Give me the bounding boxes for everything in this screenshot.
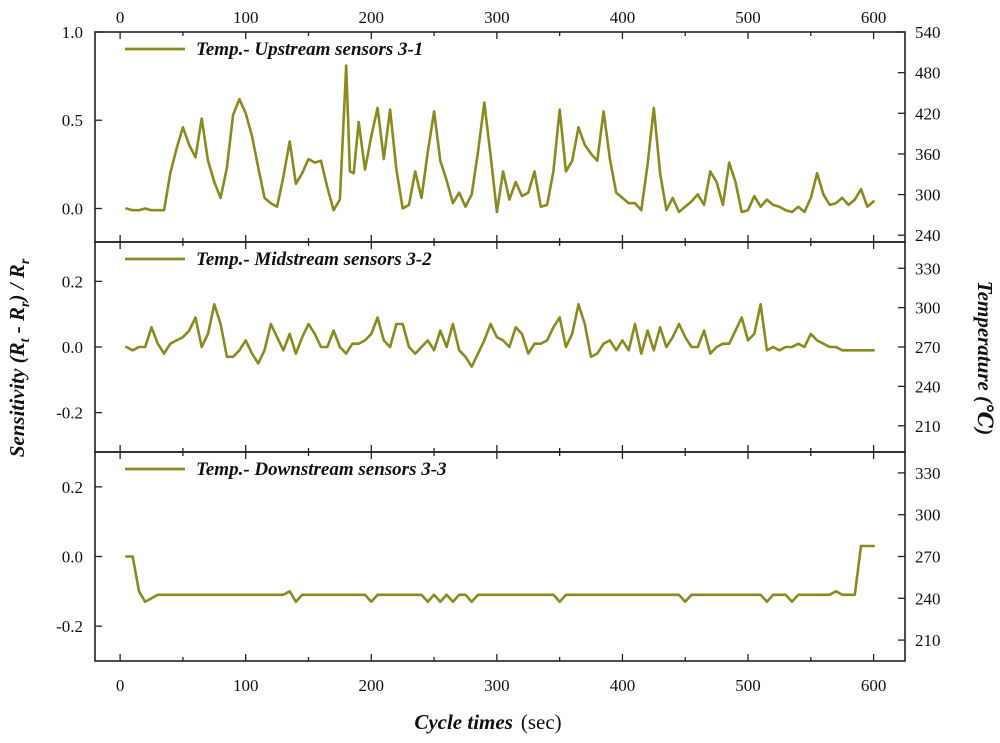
legend-label: Temp.- Midstream sensors 3-2: [196, 249, 432, 270]
y-tick-label: 0.0: [62, 338, 83, 357]
y-axis-right-title: Temperature (℃): [973, 281, 997, 435]
legend-label: Temp.- Downstream sensors 3-3: [196, 459, 447, 480]
y2-tick-label: 480: [915, 64, 941, 83]
y2-tick-label: 300: [915, 506, 941, 525]
x-tick-label: 500: [735, 676, 761, 695]
y2-tick-label: 330: [915, 464, 941, 483]
y2-tick-label: 210: [915, 631, 941, 650]
y2-tick-label: 330: [915, 259, 941, 278]
x-tick-label-top: 500: [735, 8, 761, 27]
y-tick-label: -0.2: [56, 404, 83, 423]
panel-frame: [94, 451, 906, 662]
y2-tick-label: 240: [915, 589, 941, 608]
y2-tick-label: 270: [915, 338, 941, 357]
y-tick-label: 1.0: [62, 23, 83, 42]
y2-tick-label: 360: [915, 145, 941, 164]
y-tick-label: 0.0: [62, 199, 83, 218]
x-tick-label-top: 200: [359, 8, 385, 27]
x-tick-label: 300: [484, 676, 510, 695]
y-tick-label: 0.0: [62, 548, 83, 567]
x-tick-label: 400: [610, 676, 636, 695]
x-tick-label-top: 300: [484, 8, 510, 27]
x-tick-label: 200: [359, 676, 385, 695]
y2-tick-label: 270: [915, 548, 941, 567]
series-line: [125, 302, 875, 369]
panel-frame: [94, 31, 906, 243]
y2-tick-label: 240: [915, 226, 941, 245]
chart-panel-3: 0 100 200 300 400 500 600 -0.2 0.0 0.2 210 240 270 30…: [56, 451, 941, 695]
y-tick-label: 0.5: [62, 111, 83, 130]
series-line: [125, 64, 875, 214]
y2-tick-label: 300: [915, 186, 941, 205]
y2-tick-label: 420: [915, 104, 941, 123]
x-axis-title: Cycle times (sec): [414, 710, 561, 734]
y2-tick-label: 240: [915, 377, 941, 396]
x-tick-label-top: 0: [116, 8, 125, 27]
x-tick-label-top: 600: [861, 8, 887, 27]
x-tick-label-top: 100: [233, 8, 259, 27]
chart-panel-2: -0.2 0.0 0.2 210 240 270 300 330 Temp.- Midstrea…: [56, 241, 941, 453]
x-tick-label: 600: [861, 676, 887, 695]
y2-tick-label: 210: [915, 417, 941, 436]
series-line: [125, 544, 875, 604]
chart-panel-1: 0 100 200 300 400 500 600 0.0 0.5 1.0 240 300 360 420…: [62, 8, 941, 245]
x-tick-label: 0: [116, 676, 125, 695]
x-tick-label-top: 400: [610, 8, 636, 27]
y-tick-label: 0.2: [62, 478, 83, 497]
y-axis-left-title: Sensitivity (Rt - Rr) / Rr: [5, 258, 33, 457]
y-tick-label: 0.2: [62, 272, 83, 291]
y2-tick-label: 540: [915, 23, 941, 42]
x-tick-label: 100: [233, 676, 259, 695]
y2-tick-label: 300: [915, 299, 941, 318]
legend-label: Temp.- Upstream sensors 3-1: [196, 39, 423, 60]
y-tick-label: -0.2: [56, 617, 83, 636]
chart-panels: 0 100 200 300 400 500 600 0.0 0.5 1.0 240 300 360 420…: [56, 8, 940, 695]
